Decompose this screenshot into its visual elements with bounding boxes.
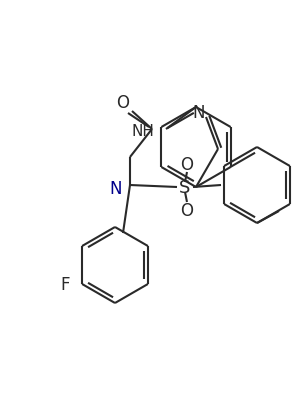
Text: N: N <box>110 180 122 198</box>
Text: NH: NH <box>131 124 154 139</box>
Text: S: S <box>179 178 191 196</box>
Text: N: N <box>193 104 205 122</box>
Text: O: O <box>180 201 193 219</box>
Text: O: O <box>180 156 193 174</box>
Text: O: O <box>116 94 129 112</box>
Text: F: F <box>61 275 70 293</box>
